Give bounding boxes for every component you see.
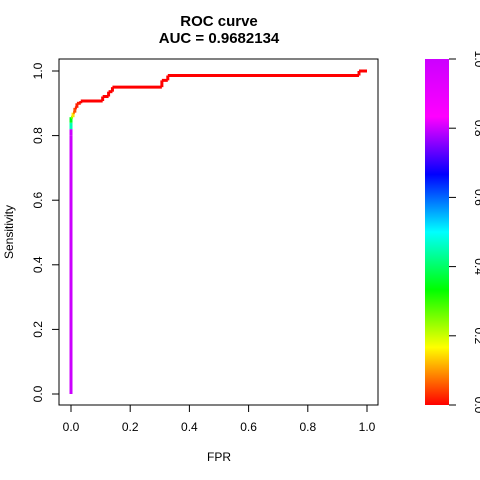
colorbar-tick-label: 0.2 <box>472 327 480 344</box>
colorbar-tick-label: 0.8 <box>472 120 480 137</box>
x-tick-label: 0.8 <box>299 420 316 434</box>
chart-title: ROC curve <box>180 13 258 30</box>
y-axis-label: Sensitivity <box>2 205 16 259</box>
colorbar-tick-label: 0.0 <box>472 397 480 414</box>
y-tick-label: 0.6 <box>31 192 45 209</box>
x-tick-label: 0.6 <box>240 420 257 434</box>
y-tick-label: 0.2 <box>31 321 45 338</box>
x-tick-label: 0.0 <box>63 420 80 434</box>
x-axis: 0.0 0.2 0.4 0.6 0.8 1.0 <box>63 405 376 434</box>
x-axis-label: FPR <box>207 450 231 464</box>
chart-subtitle: AUC = 0.9682134 <box>159 30 280 47</box>
colorbar-tick-label: 0.4 <box>472 258 480 275</box>
y-tick-label: 0.8 <box>31 127 45 144</box>
x-tick-label: 0.4 <box>181 420 198 434</box>
y-axis: 0.0 0.2 0.4 0.6 0.8 1.0 <box>31 62 59 402</box>
x-tick-label: 0.2 <box>122 420 139 434</box>
plot-frame <box>58 58 379 406</box>
colorbar-tick-label: 1.0 <box>472 51 480 68</box>
colorbar-tick-label: 0.6 <box>472 189 480 206</box>
colorbar-axis: 0.0 0.2 0.4 0.6 0.8 1.0 <box>449 51 480 414</box>
y-tick-label: 1.0 <box>31 62 45 79</box>
roc-curve <box>69 69 367 394</box>
y-tick-label: 0.4 <box>31 256 45 273</box>
colorbar <box>425 59 449 405</box>
x-tick-label: 1.0 <box>359 420 376 434</box>
y-tick-label: 0.0 <box>31 385 45 402</box>
